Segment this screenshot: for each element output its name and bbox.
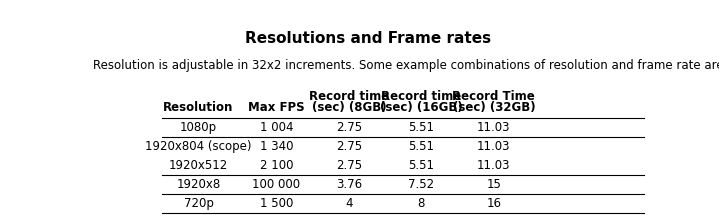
Text: 11.03: 11.03 xyxy=(477,159,510,172)
Text: 1 004: 1 004 xyxy=(260,121,293,134)
Text: Max FPS: Max FPS xyxy=(248,101,305,114)
Text: 16: 16 xyxy=(486,197,501,210)
Text: 11.03: 11.03 xyxy=(477,121,510,134)
Text: 2.75: 2.75 xyxy=(336,140,362,153)
Text: 2 100: 2 100 xyxy=(260,159,293,172)
Text: 8: 8 xyxy=(418,197,425,210)
Text: 2.75: 2.75 xyxy=(336,159,362,172)
Text: 3.76: 3.76 xyxy=(336,178,362,191)
Text: 4: 4 xyxy=(345,197,353,210)
Text: 5.51: 5.51 xyxy=(408,140,434,153)
Text: Resolution: Resolution xyxy=(163,101,234,114)
Text: 100 000: 100 000 xyxy=(252,178,301,191)
Text: (sec) (16GB): (sec) (16GB) xyxy=(380,101,463,114)
Text: Record time: Record time xyxy=(381,90,462,103)
Text: 1920x8: 1920x8 xyxy=(176,178,221,191)
Text: 11.03: 11.03 xyxy=(477,140,510,153)
Text: 1 340: 1 340 xyxy=(260,140,293,153)
Text: 1920x512: 1920x512 xyxy=(169,159,228,172)
Text: Record time: Record time xyxy=(309,90,389,103)
Text: Resolution is adjustable in 32x2 increments. Some example combinations of resolu: Resolution is adjustable in 32x2 increme… xyxy=(93,59,719,72)
Text: Record Time: Record Time xyxy=(452,90,535,103)
Text: 7.52: 7.52 xyxy=(408,178,434,191)
Text: 5.51: 5.51 xyxy=(408,121,434,134)
Text: 720p: 720p xyxy=(183,197,214,210)
Text: 15: 15 xyxy=(487,178,501,191)
Text: (sec) (32GB): (sec) (32GB) xyxy=(452,101,535,114)
Text: Resolutions and Frame rates: Resolutions and Frame rates xyxy=(245,31,492,46)
Text: (sec) (8GB): (sec) (8GB) xyxy=(311,101,386,114)
Text: 1 500: 1 500 xyxy=(260,197,293,210)
Text: 2.75: 2.75 xyxy=(336,121,362,134)
Text: 1080p: 1080p xyxy=(180,121,217,134)
Text: 5.51: 5.51 xyxy=(408,159,434,172)
Text: 1920x804 (scope): 1920x804 (scope) xyxy=(145,140,252,153)
